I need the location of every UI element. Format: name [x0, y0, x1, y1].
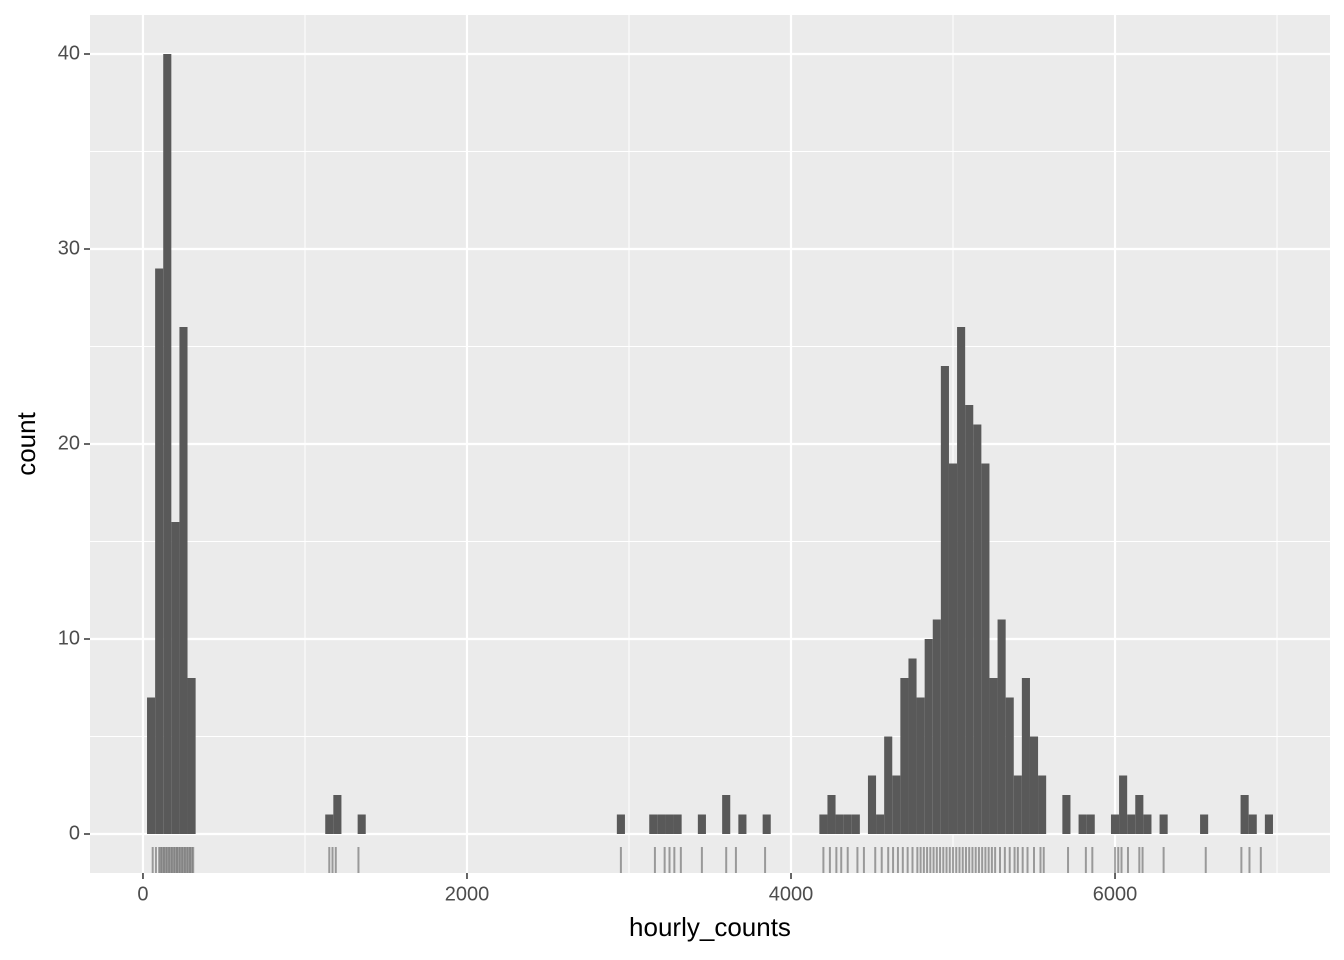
- x-tick-label: 0: [137, 883, 148, 905]
- y-axis-title: count: [11, 411, 41, 475]
- bar: [1038, 775, 1047, 834]
- bar: [1029, 736, 1039, 834]
- x-tick-label: 6000: [1093, 883, 1138, 905]
- bar: [843, 814, 852, 834]
- bar: [989, 678, 998, 834]
- x-tick-label: 2000: [445, 883, 490, 905]
- bar: [1005, 697, 1014, 834]
- bar: [1248, 814, 1257, 834]
- bar: [1143, 814, 1152, 834]
- bar: [1200, 814, 1209, 834]
- bar: [1110, 814, 1120, 834]
- bar: [171, 522, 180, 834]
- bar: [657, 814, 666, 834]
- bar: [900, 678, 909, 834]
- bar: [722, 795, 731, 834]
- y-tick-label: 0: [69, 822, 80, 844]
- bar: [827, 795, 836, 834]
- bar: [1159, 814, 1168, 834]
- bar: [892, 775, 901, 834]
- bar: [673, 814, 682, 834]
- x-tick-label: 4000: [769, 883, 814, 905]
- bar: [616, 814, 625, 834]
- bar: [916, 697, 925, 834]
- bar: [333, 795, 342, 834]
- bar: [867, 775, 877, 834]
- bar: [973, 424, 982, 834]
- bar: [908, 658, 917, 834]
- bar: [1086, 814, 1095, 834]
- bar: [1240, 795, 1249, 834]
- bar: [1119, 775, 1128, 834]
- bar: [697, 814, 706, 834]
- bar: [1264, 814, 1273, 834]
- y-tick-label: 10: [58, 627, 80, 649]
- bar: [649, 814, 658, 834]
- bar: [1078, 814, 1087, 834]
- bar: [948, 463, 958, 834]
- bar: [835, 814, 844, 834]
- bar: [325, 814, 334, 834]
- bar: [357, 814, 366, 834]
- bar: [1021, 678, 1030, 834]
- y-tick-label: 30: [58, 237, 80, 259]
- bar: [187, 678, 196, 834]
- bar: [163, 54, 172, 834]
- bar: [738, 814, 747, 834]
- y-tick-label: 20: [58, 432, 80, 454]
- bar: [997, 619, 1006, 834]
- bar: [851, 814, 860, 834]
- bar: [147, 697, 156, 834]
- x-axis-title: hourly_counts: [629, 912, 791, 942]
- bar: [762, 814, 771, 834]
- bar: [940, 366, 949, 834]
- bar: [1013, 775, 1022, 834]
- bar: [957, 327, 966, 834]
- bar: [155, 268, 164, 834]
- bar: [981, 463, 990, 834]
- bar: [965, 405, 974, 834]
- bar: [179, 327, 188, 834]
- bar: [884, 736, 893, 834]
- bar: [665, 814, 674, 834]
- bar: [932, 619, 941, 834]
- bar: [876, 814, 885, 834]
- bar: [819, 814, 828, 834]
- y-tick-label: 40: [58, 42, 80, 64]
- bar: [924, 639, 933, 834]
- bar: [1135, 795, 1144, 834]
- bar: [1062, 795, 1071, 834]
- bar: [1127, 814, 1136, 834]
